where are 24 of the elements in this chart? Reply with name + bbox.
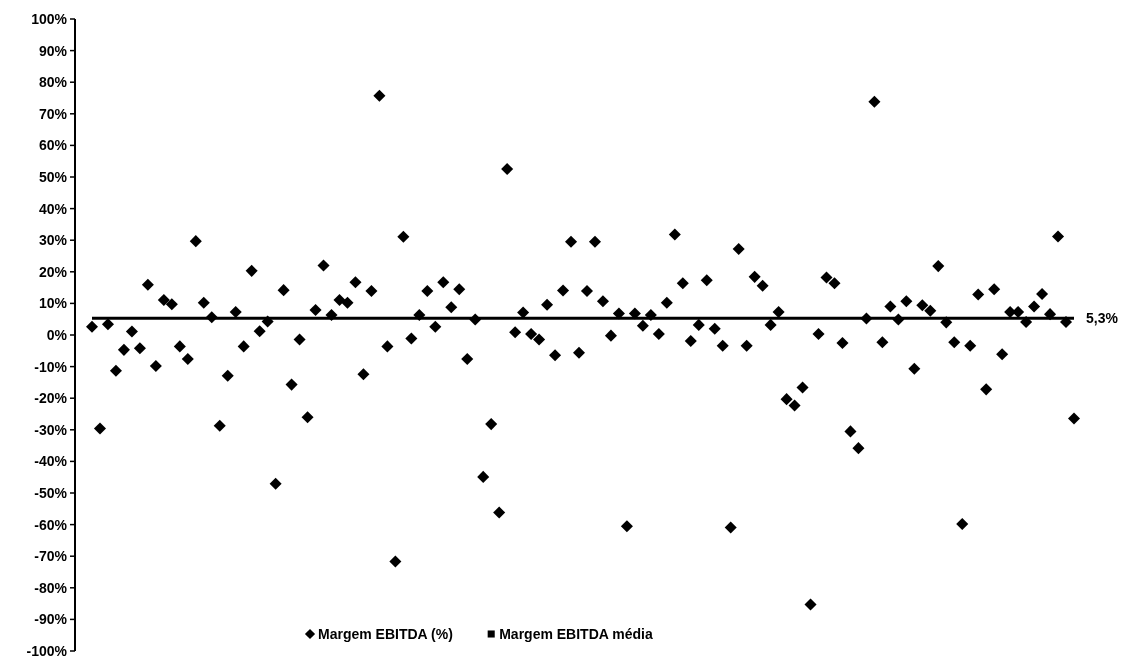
y-tick-label: 20% xyxy=(38,263,68,280)
y-tick-label: -100% xyxy=(26,642,68,659)
y-tick-label: 10% xyxy=(38,295,68,312)
y-tick-label: -90% xyxy=(34,611,68,628)
y-tick-label: 60% xyxy=(38,137,68,154)
y-tick-label: 100% xyxy=(31,10,68,27)
y-tick-label: -20% xyxy=(34,390,68,407)
y-tick-label: -70% xyxy=(34,548,68,565)
y-tick-label: -40% xyxy=(34,453,68,470)
y-tick-label: -10% xyxy=(34,358,68,375)
text: 5,3% xyxy=(1086,310,1119,327)
y-tick-label: 80% xyxy=(38,74,68,91)
legend-label: Margem EBITDA (%) xyxy=(318,625,453,642)
y-tick-label: -60% xyxy=(34,516,68,533)
y-tick-label: 70% xyxy=(38,105,68,122)
y-tick-label: -50% xyxy=(34,484,68,501)
y-tick-label: 0% xyxy=(46,326,68,343)
y-tick-label: -80% xyxy=(34,579,68,596)
y-tick-label: 30% xyxy=(38,232,68,249)
y-tick-label: 50% xyxy=(38,168,68,185)
y-tick-label: -30% xyxy=(34,421,68,438)
y-tick-label: 90% xyxy=(38,42,68,59)
y-tick-label: 40% xyxy=(38,200,68,217)
legend-label: Margem EBITDA média xyxy=(499,625,653,642)
